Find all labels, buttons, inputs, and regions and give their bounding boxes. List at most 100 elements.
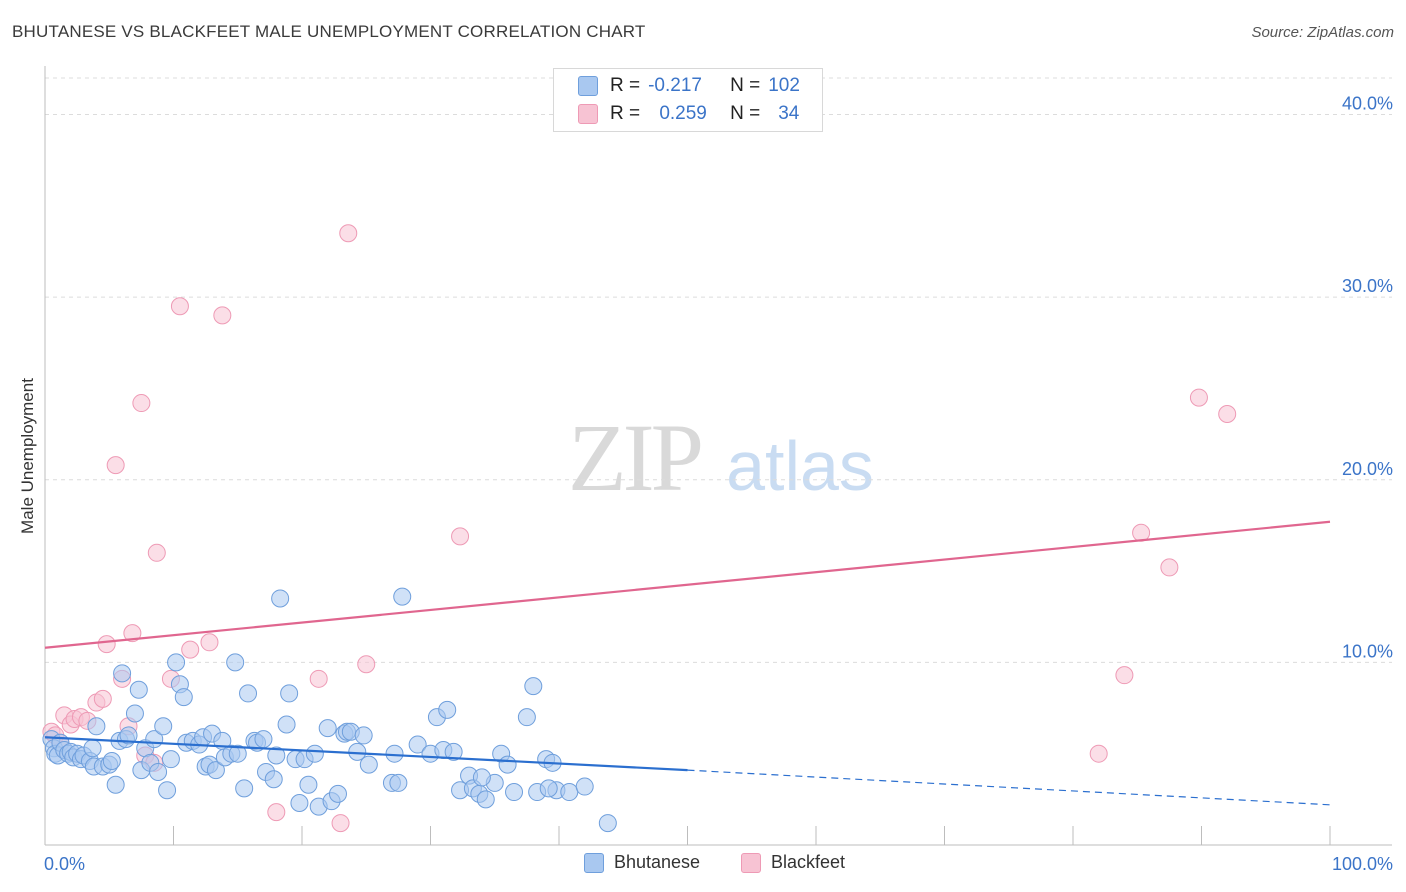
blackfeet-point xyxy=(106,456,125,475)
bhutanese-point xyxy=(393,587,412,606)
chart-title: BHUTANESE VS BLACKFEET MALE UNEMPLOYMENT… xyxy=(12,22,646,41)
bhutanese-point xyxy=(174,688,193,707)
bhutanese-point xyxy=(318,719,337,738)
bhutanese-point xyxy=(299,775,318,794)
legend-row-blackfeet: R = 0.259 N = 34 xyxy=(578,102,799,126)
blackfeet-swatch xyxy=(578,104,598,124)
watermark-atlas: atlas xyxy=(726,427,874,505)
correlation-legend: R = -0.217 N = 102 R = 0.259 N = 34 xyxy=(553,68,823,132)
blackfeet-point xyxy=(181,640,200,659)
bhutanese-point xyxy=(472,768,491,787)
n-value: 34 xyxy=(778,103,800,124)
bhutanese-point xyxy=(290,793,309,812)
bhutanese-point xyxy=(517,708,536,727)
bhutanese-point xyxy=(359,755,378,774)
bhutanese-point xyxy=(280,684,299,703)
bhutanese-trendline xyxy=(44,736,688,772)
bhutanese-point xyxy=(235,779,254,798)
bhutanese-point xyxy=(389,773,408,792)
bhutanese-point xyxy=(305,744,324,763)
r-value: 0.259 xyxy=(659,103,707,124)
bhutanese-point xyxy=(87,717,106,736)
bhutanese-point xyxy=(408,735,427,754)
y-tick-label: 20.0% xyxy=(1342,459,1393,479)
series-legend: Bhutanese Blackfeet xyxy=(0,852,1406,878)
r-label: R = xyxy=(610,103,641,124)
bhutanese-point xyxy=(113,664,132,683)
y-tick-label: 30.0% xyxy=(1342,276,1393,296)
x-tick-label-max: 100.0% xyxy=(1332,854,1393,874)
n-value: 102 xyxy=(768,75,800,96)
blackfeet-point xyxy=(1089,744,1108,763)
bhutanese-point xyxy=(158,781,177,800)
bhutanese-point xyxy=(154,717,173,736)
blackfeet-point xyxy=(339,224,358,243)
blackfeet-point xyxy=(1160,558,1179,577)
bhutanese-point xyxy=(129,680,148,699)
blackfeet-point xyxy=(1189,388,1208,407)
bhutanese-point xyxy=(264,770,283,789)
blackfeet-point xyxy=(451,527,470,546)
blackfeet-point xyxy=(97,635,116,654)
bhutanese-point xyxy=(575,777,594,796)
x-tick-label-min: 0.0% xyxy=(44,854,85,874)
blackfeet-point xyxy=(1115,666,1134,685)
bhutanese-point xyxy=(524,677,543,696)
blackfeet-point xyxy=(200,633,219,652)
legend-item-blackfeet[interactable]: Blackfeet xyxy=(741,852,845,873)
y-tick-label: 10.0% xyxy=(1342,641,1393,661)
blackfeet-swatch xyxy=(741,852,761,873)
y-tick-label: 40.0% xyxy=(1342,94,1393,114)
bhutanese-point xyxy=(505,783,524,802)
bhutanese-point xyxy=(560,783,579,802)
bhutanese-point xyxy=(438,700,457,719)
bhutanese-point xyxy=(539,779,558,798)
blackfeet-point xyxy=(93,689,112,708)
bhutanese-point xyxy=(267,746,286,765)
bhutanese-point xyxy=(206,761,225,780)
watermark-zip: ZIP xyxy=(568,404,701,511)
blackfeet-point xyxy=(170,297,189,316)
bhutanese-point xyxy=(277,715,296,734)
source-label: Source: ZipAtlas.com xyxy=(1251,24,1394,41)
bhutanese-point xyxy=(83,739,102,758)
bhutanese-point xyxy=(119,726,138,745)
bhutanese-point xyxy=(598,814,617,833)
blackfeet-point xyxy=(331,814,350,833)
bhutanese-point xyxy=(354,726,373,745)
blackfeet-point xyxy=(1218,405,1237,424)
bhutanese-point xyxy=(385,744,404,763)
legend-label: Blackfeet xyxy=(771,852,846,872)
bhutanese-point xyxy=(228,744,247,763)
bhutanese-point xyxy=(498,755,517,774)
bhutanese-swatch xyxy=(578,76,598,96)
blackfeet-point xyxy=(132,394,151,413)
bhutanese-point xyxy=(328,784,347,803)
bhutanese-point xyxy=(161,750,180,769)
blackfeet-point xyxy=(267,803,286,822)
r-value: -0.217 xyxy=(648,75,702,96)
legend-label: Bhutanese xyxy=(614,852,701,872)
bhutanese-point xyxy=(102,751,121,770)
bhutanese-point xyxy=(106,775,125,794)
blackfeet-point xyxy=(309,669,328,688)
bhutanese-point xyxy=(149,762,168,781)
legend-row-bhutanese: R = -0.217 N = 102 xyxy=(578,74,800,98)
bhutanese-point xyxy=(271,589,290,608)
n-label: N = xyxy=(730,103,761,124)
bhutanese-point xyxy=(167,653,186,672)
bhutanese-point xyxy=(125,704,144,723)
r-label: R = xyxy=(610,75,641,96)
n-label: N = xyxy=(730,75,761,96)
bhutanese-point xyxy=(444,742,463,761)
bhutanese-trendline-extension xyxy=(687,769,1331,806)
blackfeet-point xyxy=(213,306,232,325)
bhutanese-point xyxy=(254,730,273,749)
bhutanese-point xyxy=(226,653,245,672)
legend-item-bhutanese[interactable]: Bhutanese xyxy=(584,852,700,873)
bhutanese-point xyxy=(476,790,495,809)
blackfeet-point xyxy=(147,543,166,562)
blackfeet-point xyxy=(357,655,376,674)
bhutanese-point xyxy=(239,684,258,703)
